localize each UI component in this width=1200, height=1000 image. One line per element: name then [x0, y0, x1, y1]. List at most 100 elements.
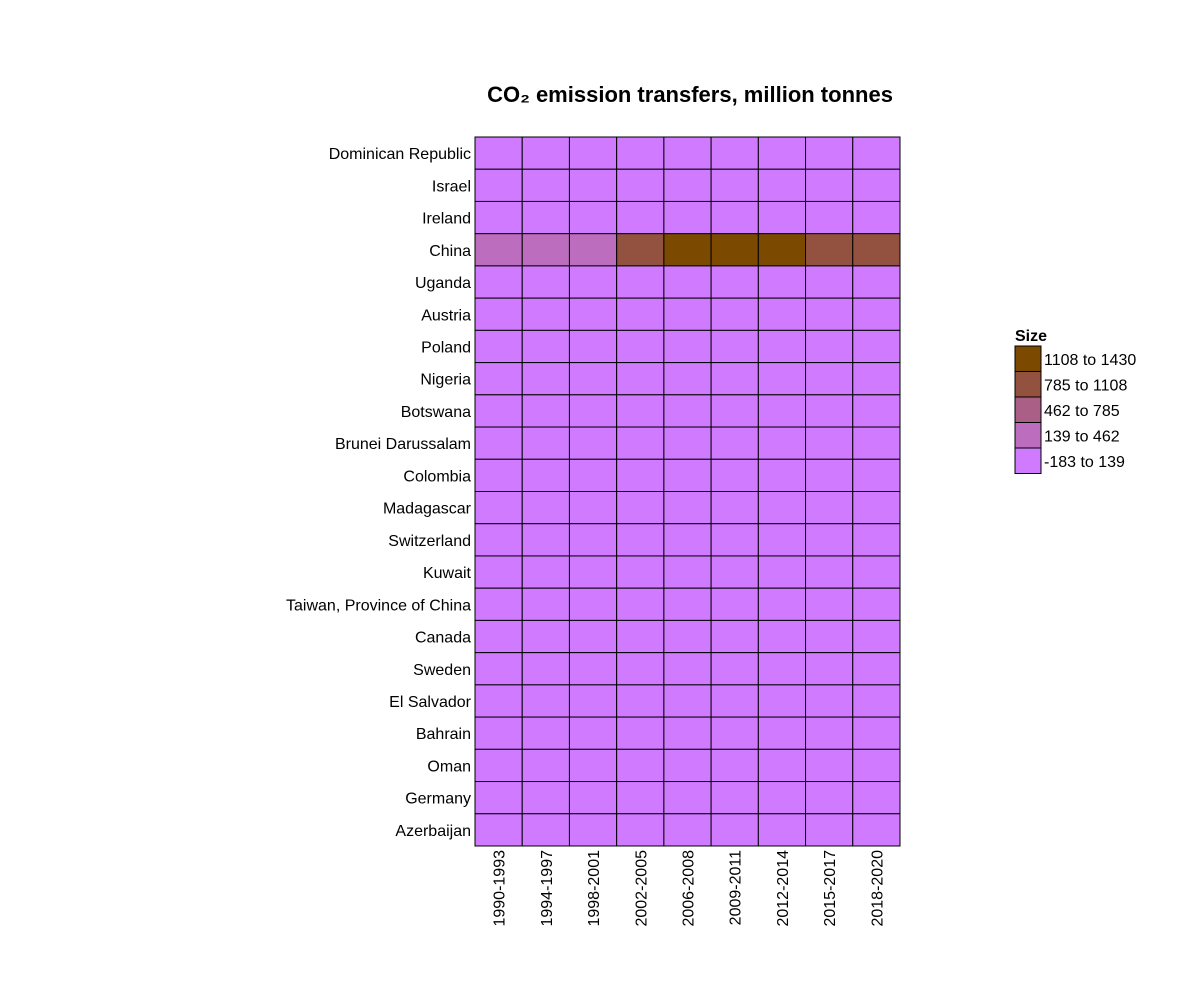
- heatmap-cell: [568, 265, 618, 299]
- heatmap-cell: [474, 233, 523, 267]
- heatmap-cell: [568, 523, 618, 557]
- heatmap-cell: [710, 555, 759, 589]
- heatmap-cell: [805, 555, 854, 589]
- heatmap-cell: [521, 394, 570, 428]
- heatmap-cell: [757, 781, 807, 815]
- heatmap-cell: [710, 297, 759, 331]
- heatmap-cell: [521, 684, 570, 718]
- column-label: 1990-1993: [492, 850, 509, 927]
- heatmap-cell: [757, 587, 807, 621]
- legend-swatch: [1014, 345, 1042, 372]
- row-label: Israel: [432, 178, 471, 195]
- row-label: China: [429, 243, 471, 260]
- heatmap-cell: [852, 813, 901, 847]
- row-label: Ireland: [422, 211, 471, 228]
- heatmap-cell: [757, 523, 807, 557]
- legend-label: 139 to 462: [1044, 428, 1120, 445]
- chart-title: CO₂ emission transfers, million tonnes: [487, 82, 893, 107]
- heatmap-cell: [852, 200, 901, 235]
- heatmap-cell: [616, 168, 665, 202]
- heatmap-cell: [710, 619, 759, 654]
- heatmap-cell: [757, 619, 807, 654]
- legend-swatch: [1014, 422, 1042, 449]
- heatmap-cell: [663, 555, 712, 589]
- heatmap-cell: [663, 748, 712, 783]
- heatmap-cell: [757, 200, 807, 235]
- heatmap-cell: [852, 426, 901, 460]
- heatmap-cell: [474, 813, 523, 847]
- column-labels: 1990-1993 1994-1997 1998-2001 2002-2005 2006…: [492, 850, 887, 927]
- heatmap-cell: [616, 329, 665, 364]
- heatmap-cell: [710, 168, 759, 202]
- heatmap-cell: [616, 394, 665, 428]
- legend-label: -183 to 139: [1044, 454, 1125, 471]
- heatmap-cell: [852, 491, 901, 525]
- heatmap-cell: [521, 233, 570, 267]
- heatmap-cell: [805, 813, 854, 847]
- heatmap-cell: [757, 265, 807, 299]
- heatmap-cell: [521, 136, 570, 170]
- legend-label: 785 to 1108: [1044, 377, 1127, 394]
- heatmap-cell: [568, 652, 618, 686]
- heatmap-cell: [521, 813, 570, 847]
- row-label: Kuwait: [423, 565, 472, 582]
- heatmap-cell: [663, 684, 712, 718]
- row-label: Colombia: [403, 468, 471, 485]
- heatmap-cell: [805, 716, 854, 750]
- heatmap-cell: [805, 587, 854, 621]
- heatmap-cell: [852, 652, 901, 686]
- heatmap-cell: [852, 619, 901, 654]
- row-label: Germany: [405, 791, 471, 808]
- heatmap-cell: [852, 233, 901, 267]
- row-label: Poland: [421, 339, 471, 356]
- heatmap-cell: [616, 619, 665, 654]
- heatmap-cell: [568, 781, 618, 815]
- heatmap-cell: [805, 684, 854, 718]
- heatmap-cell: [852, 394, 901, 428]
- heatmap-cell: [663, 297, 712, 331]
- heatmap-cell: [805, 458, 854, 493]
- heatmap-cell: [805, 168, 854, 202]
- heatmap-cell: [521, 716, 570, 750]
- legend-label: 462 to 785: [1044, 403, 1120, 420]
- heatmap-cell: [663, 619, 712, 654]
- heatmap-cell: [521, 491, 570, 525]
- heatmap-cell: [568, 200, 618, 235]
- heatmap-cell: [568, 555, 618, 589]
- heatmap-cell: [710, 265, 759, 299]
- heatmap-cell: [663, 200, 712, 235]
- column-label: 2009-2011: [728, 850, 745, 925]
- row-label: Sweden: [413, 662, 471, 679]
- heatmap-cell: [616, 458, 665, 493]
- row-label: Brunei Darussalam: [335, 436, 471, 453]
- heatmap-cell: [710, 394, 759, 428]
- heatmap-cell: [757, 684, 807, 718]
- heatmap-cell: [663, 265, 712, 299]
- heatmap-cell: [710, 362, 759, 396]
- row-label: Canada: [415, 630, 471, 647]
- heatmap-cell: [663, 233, 712, 267]
- heatmap-cell: [616, 297, 665, 331]
- heatmap-cell: [710, 781, 759, 815]
- heatmap-cell: [852, 684, 901, 718]
- heatmap-cell: [710, 458, 759, 493]
- heatmap-cell: [663, 458, 712, 493]
- heatmap-cell: [852, 265, 901, 299]
- heatmap-cell: [521, 265, 570, 299]
- heatmap-cell: [852, 523, 901, 557]
- row-labels: Dominican Republic Israel Ireland China Ugan…: [286, 146, 472, 840]
- heatmap-cell: [710, 684, 759, 718]
- heatmap-cell: [852, 458, 901, 493]
- heatmap-cell: [474, 394, 523, 428]
- legend-swatch: [1014, 371, 1042, 398]
- heatmap-cell: [757, 233, 807, 267]
- heatmap-cell: [474, 168, 523, 202]
- heatmap-cell: [474, 587, 523, 621]
- heatmap-cell: [852, 748, 901, 783]
- heatmap-cell: [805, 781, 854, 815]
- heatmap-cell: [805, 136, 854, 170]
- heatmap-cell: [852, 716, 901, 750]
- heatmap-cell: [710, 136, 759, 170]
- heatmap-cell: [663, 362, 712, 396]
